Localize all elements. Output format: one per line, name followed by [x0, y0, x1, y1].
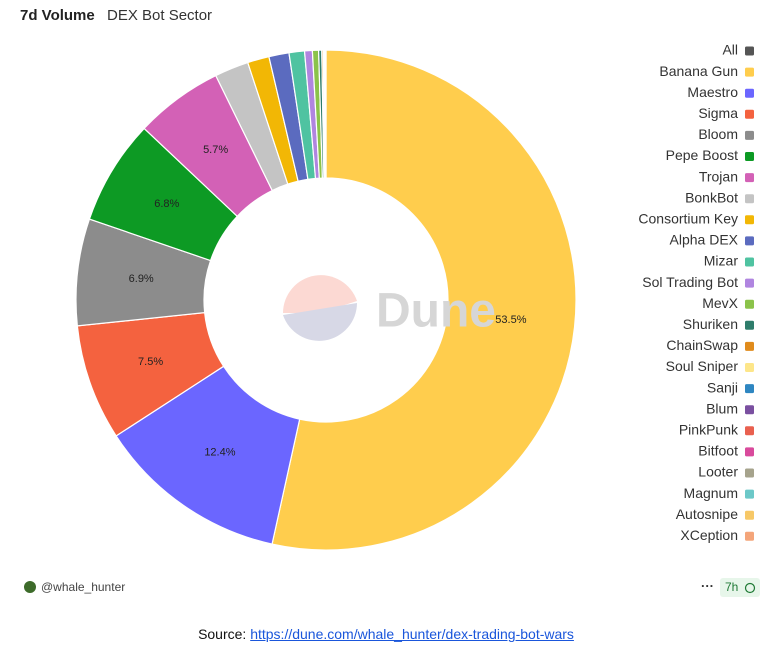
legend-label: ChainSwap: [666, 337, 738, 353]
more-menu[interactable]: ···: [701, 578, 714, 593]
legend-swatch: [745, 194, 754, 204]
age: 7h: [725, 580, 738, 594]
legend-label: Alpha DEX: [670, 232, 739, 248]
legend-label: BonkBot: [685, 189, 738, 205]
author-avatar: [24, 581, 36, 593]
legend-swatch: [745, 67, 754, 77]
legend-swatch: [745, 278, 754, 288]
legend-swatch: [745, 510, 754, 520]
legend-swatch: [745, 341, 754, 351]
slice-label: 6.8%: [154, 198, 179, 210]
legend-label: MevX: [702, 295, 738, 311]
legend-swatch: [745, 468, 754, 478]
slice-label: 7.5%: [138, 356, 163, 368]
chart-subtitle: DEX Bot Sector: [107, 7, 212, 24]
slice-label: 5.7%: [203, 144, 228, 156]
slice-label: 12.4%: [204, 447, 235, 459]
watermark-logo: [283, 303, 357, 341]
dashboard-card: 7d Volume DEX Bot Sector Dune @whale_hun…: [20, 7, 760, 597]
legend-swatch: [745, 46, 754, 56]
legend-swatch: [745, 173, 754, 183]
legend-label: Mizar: [704, 253, 739, 269]
legend-swatch: [745, 215, 754, 225]
legend-swatch: [745, 257, 754, 267]
legend-label: Bloom: [698, 126, 738, 142]
legend-label: Pepe Boost: [666, 147, 738, 163]
legend-swatch: [745, 130, 754, 140]
slice-label: 6.9%: [129, 273, 154, 285]
legend-swatch: [745, 299, 754, 309]
legend-swatch: [745, 384, 754, 394]
legend-swatch: [745, 489, 754, 499]
author[interactable]: @whale_hunter: [41, 580, 125, 594]
legend-swatch: [745, 152, 754, 161]
legend-label: PinkPunk: [679, 422, 739, 438]
legend-swatch: [745, 320, 754, 330]
legend-label: Sigma: [698, 105, 738, 121]
legend-label: Sol Trading Bot: [642, 274, 738, 290]
slice-label: 53.5%: [495, 314, 526, 326]
legend-label: Blum: [706, 400, 738, 416]
age-icon: [744, 582, 756, 594]
chart-title: 7d Volume: [20, 7, 95, 24]
legend-label: Sanji: [707, 379, 738, 395]
legend-swatch: [745, 363, 754, 372]
legend-label: Shuriken: [683, 316, 738, 332]
legend-swatch: [745, 236, 754, 246]
legend-swatch: [745, 531, 754, 541]
legend-label: Banana Gun: [659, 63, 738, 79]
legend-label: Autosnipe: [676, 506, 738, 522]
legend-swatch: [745, 426, 754, 436]
slice: [271, 49, 577, 551]
legend-label: Looter: [698, 464, 738, 480]
legend-label: Bitfoot: [698, 443, 738, 459]
legend-label: Magnum: [684, 485, 738, 501]
legend-swatch: [745, 88, 754, 98]
source-line: Source: https://dune.com/whale_hunter/de…: [0, 626, 772, 642]
legend-label: All: [722, 42, 738, 58]
legend-swatch: [745, 405, 754, 415]
legend-label: Maestro: [687, 84, 738, 100]
watermark-logo: [283, 275, 357, 313]
legend-label: Soul Sniper: [666, 358, 739, 374]
source-label: Source:: [198, 626, 247, 642]
legend-label: Trojan: [699, 168, 738, 184]
legend-swatch: [745, 447, 754, 457]
source-link[interactable]: https://dune.com/whale_hunter/dex-tradin…: [250, 626, 574, 642]
legend-label: XCeption: [680, 527, 738, 543]
watermark-text: Dune: [376, 285, 496, 338]
legend-label: Consortium Key: [638, 211, 738, 227]
watermark: Dune: [283, 275, 496, 341]
legend-swatch: [745, 109, 754, 119]
